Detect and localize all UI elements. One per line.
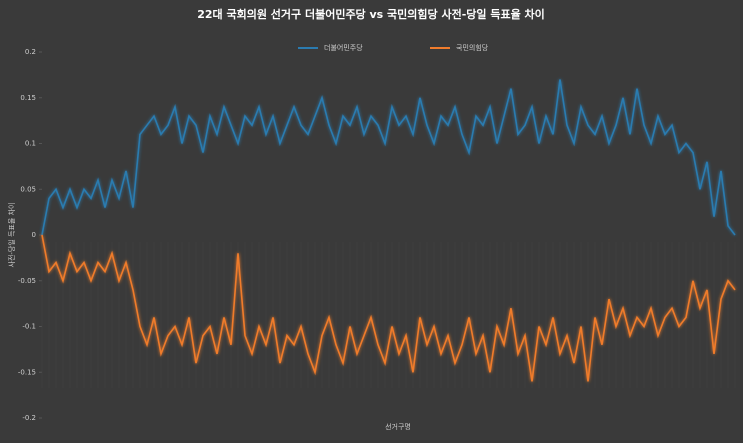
line-series xyxy=(41,234,736,382)
y-tick-label: 0.05 xyxy=(20,185,36,193)
legend-label: 더불어민주당 xyxy=(324,43,363,52)
y-tick-label: -0.2 xyxy=(22,414,36,422)
line-series xyxy=(41,79,736,236)
x-axis-label: 선거구명 xyxy=(385,422,411,431)
chart-title: 22대 국회의원 선거구 더불어민주당 vs 국민의힘당 사전-당일 득표율 차… xyxy=(197,7,545,21)
y-tick-label: -0.15 xyxy=(18,368,36,376)
y-tick-label: 0.2 xyxy=(25,48,36,56)
legend-label: 국민의힘당 xyxy=(456,43,489,52)
y-tick-label: 0.1 xyxy=(25,140,36,148)
y-tick-label: 0 xyxy=(32,231,36,239)
y-tick-label: -0.05 xyxy=(18,277,36,285)
y-tick-label: -0.1 xyxy=(22,323,36,331)
y-tick-label: 0.15 xyxy=(20,94,36,102)
y-axis-label: 사전-당일 득표율 차이 xyxy=(7,203,16,268)
